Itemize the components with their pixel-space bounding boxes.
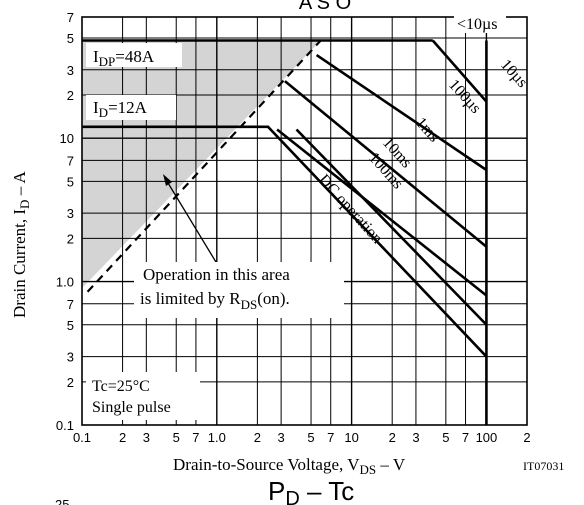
curve-label-10us: 10µs [497, 56, 531, 91]
x-tick-label: 7 [327, 430, 334, 445]
x-tick-label: 3 [278, 430, 285, 445]
area-note-line2: is limited by RDS(on). [140, 289, 290, 312]
conditions-line2: Single pulse [92, 399, 171, 416]
y-tick-label: 5 [67, 318, 74, 333]
x-tick-label: 5 [307, 430, 314, 445]
x-tick-label: 100 [476, 430, 498, 445]
plot-frame [81, 16, 528, 426]
x-tick-label: 7 [462, 430, 469, 445]
y-tick-label: 0.1 [56, 418, 74, 433]
x-tick-label: 1.0 [208, 430, 226, 445]
x-tick-label: 7 [192, 430, 199, 445]
x-tick-label: 5 [173, 430, 180, 445]
area-pointer-arrowhead [163, 174, 172, 186]
y-tick-label: 5 [67, 174, 74, 189]
series-line-dc-operation [82, 125, 488, 358]
next-chart-title: PD – Tc [268, 476, 354, 505]
series-line-rds-on-limit [86, 39, 322, 293]
area-note-line1: Operation in this area [143, 265, 290, 284]
rds-limited-region [82, 40, 321, 289]
series-line-100-s [315, 53, 488, 172]
series-line-1ms [284, 80, 488, 248]
top-title-fragment: A S O [299, 0, 351, 14]
x-tick-label: 3 [412, 430, 419, 445]
y-tick-label: 7 [67, 10, 74, 25]
x-tick-label: 0.1 [73, 430, 91, 445]
x-tick-label: 2 [389, 430, 396, 445]
y-tick-label: 3 [67, 206, 74, 221]
y-tick-label: 2 [67, 231, 74, 246]
y-tick-label: 2 [67, 375, 74, 390]
area-pointer-arrow [164, 177, 223, 273]
y-axis-title: Drain Current, ID – A [10, 170, 32, 318]
series-line-10-s [431, 39, 488, 103]
y-tick-label: 2 [67, 88, 74, 103]
curve-label-lt10us: <10µs [457, 16, 497, 33]
series-line-100ms [295, 128, 488, 326]
x-axis-title: Drain-to-Source Voltage, VDS – V [173, 455, 406, 477]
x-tick-label: 5 [442, 430, 449, 445]
curve-label-1ms: 1ms [412, 114, 442, 145]
y-tick-label: 3 [67, 63, 74, 78]
figure-code: IT07031 [523, 459, 564, 473]
x-tick-label: 2 [119, 430, 126, 445]
y-tick-label: 7 [67, 153, 74, 168]
x-tick-label: 2 [523, 430, 530, 445]
curve-label-100us: 100µs [445, 76, 484, 117]
next-axis-fragment: 25 [55, 497, 69, 505]
idp-label: IDP=48A [93, 47, 155, 69]
y-tick-label: 5 [67, 31, 74, 46]
y-tick-label: 10 [60, 131, 74, 146]
y-tick-label: 3 [67, 350, 74, 365]
x-tick-label: 2 [254, 430, 261, 445]
y-tick-label: 1.0 [56, 275, 74, 290]
y-tick-label: 7 [67, 297, 74, 312]
x-tick-label: 10 [344, 430, 358, 445]
id-label: ID=12A [93, 98, 148, 120]
series-line-10ms [276, 128, 488, 297]
x-tick-label: 3 [143, 430, 150, 445]
conditions-line1: Tc=25°C [92, 378, 150, 395]
